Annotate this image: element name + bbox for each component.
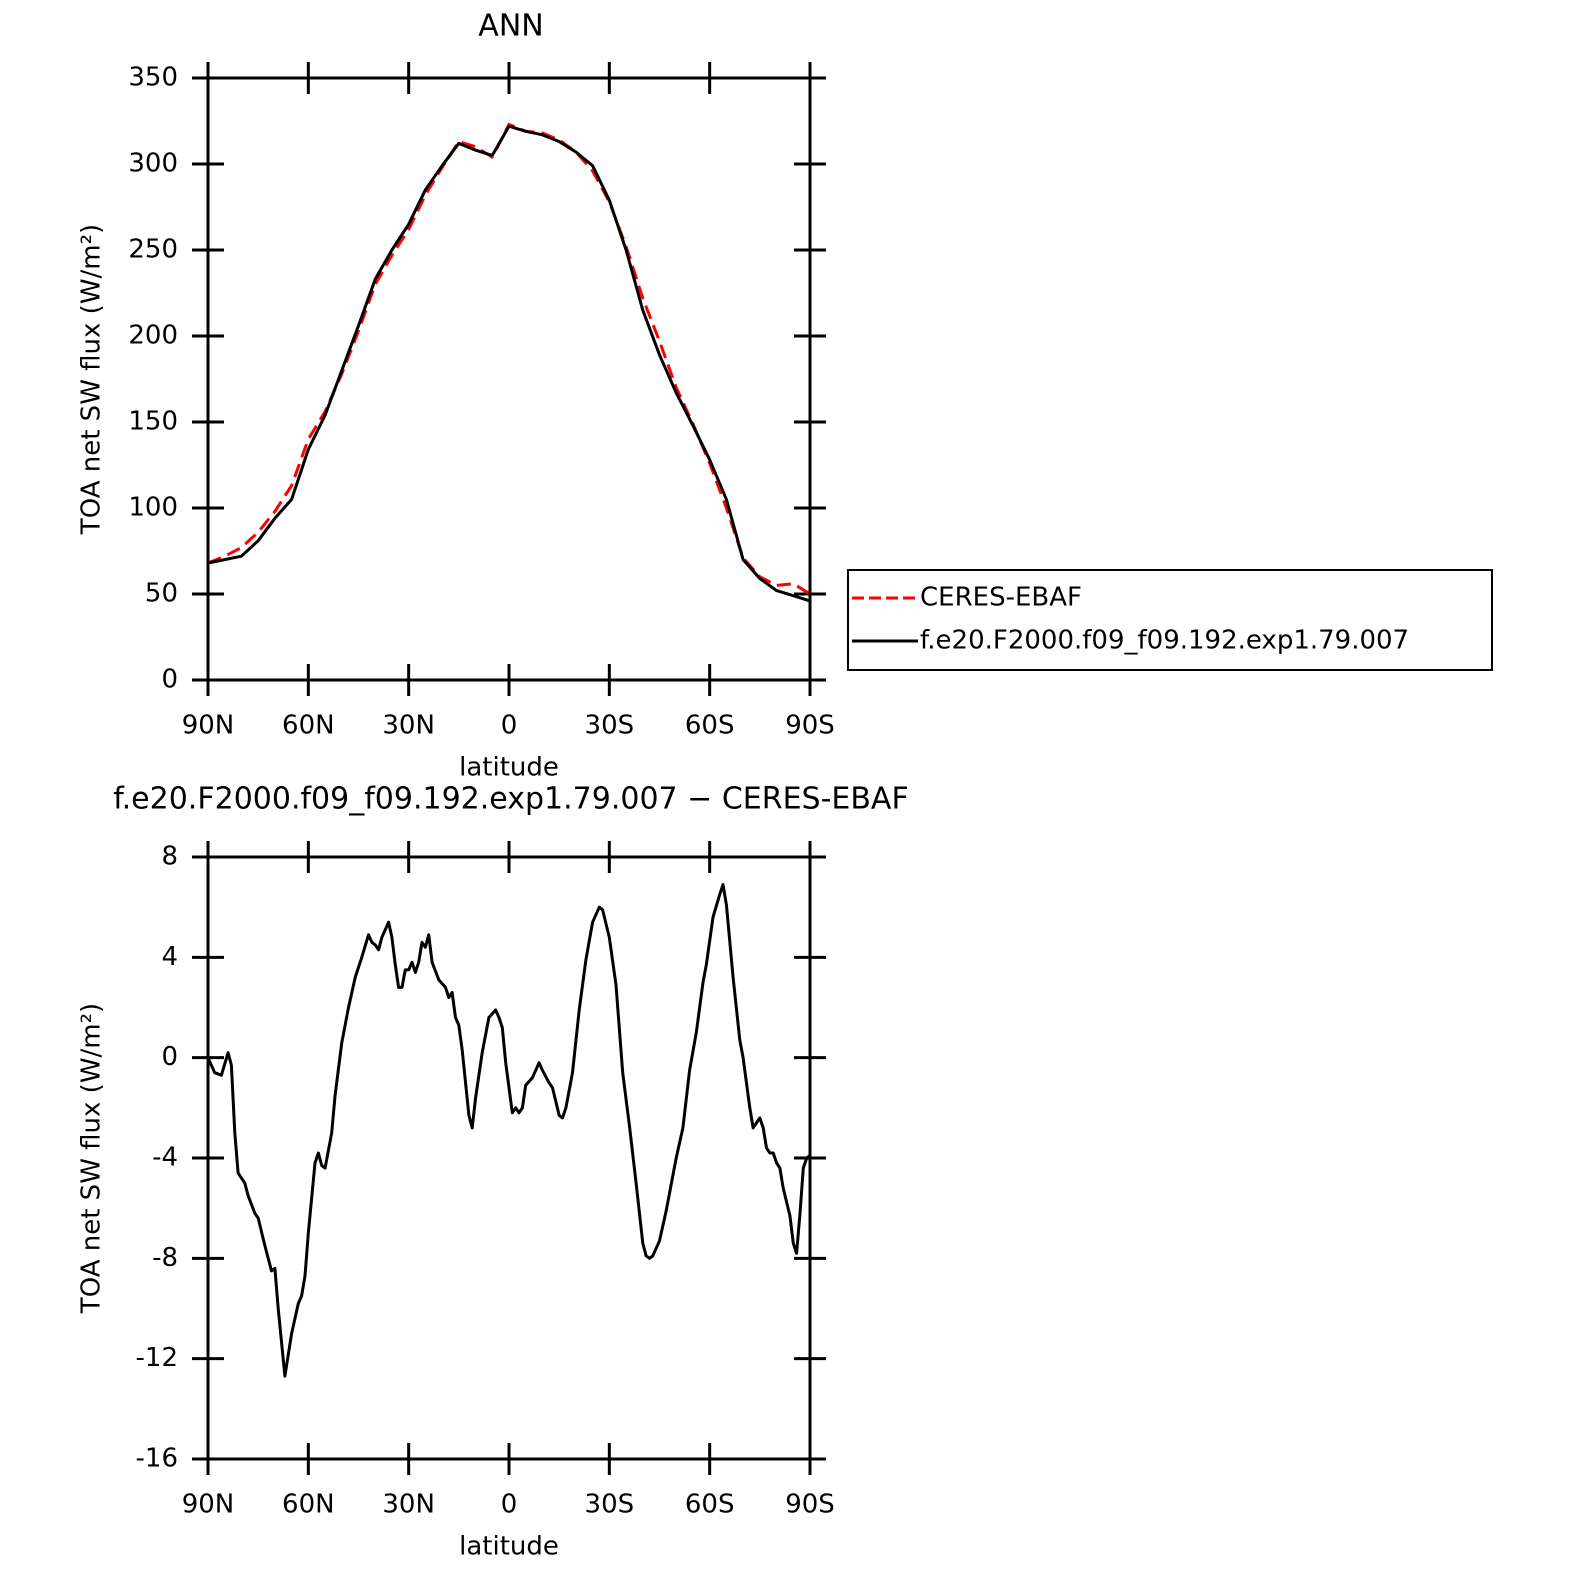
y-tick-label: -8 — [152, 1243, 178, 1273]
x-tick-label: 90S — [785, 711, 835, 741]
x-tick-label: 30S — [585, 711, 635, 741]
x-tick-label: 60S — [685, 1490, 735, 1520]
data-line — [207, 124, 811, 603]
y-tick-label: 4 — [161, 942, 178, 972]
y-axis-label: TOA net SW flux (W/m²) — [77, 224, 107, 535]
plot-frame — [206, 76, 812, 682]
plot-frame — [206, 855, 812, 1461]
x-axis-label: latitude — [459, 1532, 559, 1562]
x-tick-label: 30N — [382, 1490, 435, 1520]
y-tick-label: -16 — [136, 1444, 178, 1474]
y-tick-label: 0 — [161, 1042, 178, 1072]
x-axis-label: latitude — [459, 753, 559, 783]
y-tick-label: 350 — [128, 63, 178, 93]
x-tick-label: 90N — [182, 1490, 235, 1520]
data-line — [206, 883, 811, 1378]
legend-box — [847, 569, 1493, 671]
x-tick-label: 90S — [785, 1490, 835, 1520]
y-tick-label: -12 — [136, 1343, 178, 1373]
y-tick-label: 250 — [128, 235, 178, 265]
x-tick-label: 60N — [282, 1490, 335, 1520]
y-tick-label: 150 — [128, 407, 178, 437]
data-line — [207, 122, 811, 596]
x-tick-label: 30N — [382, 711, 435, 741]
x-tick-label: 60S — [685, 711, 735, 741]
y-tick-label: 100 — [128, 493, 178, 523]
x-tick-label: 30S — [585, 1490, 635, 1520]
x-tick-label: 90N — [182, 711, 235, 741]
legend-label: f.e20.F2000.f09_f09.192.exp1.79.007 — [920, 626, 1409, 656]
y-tick-label: 50 — [145, 579, 178, 609]
y-axis-label: TOA net SW flux (W/m²) — [77, 1003, 107, 1314]
y-tick-label: 8 — [161, 842, 178, 872]
y-tick-label: 300 — [128, 149, 178, 179]
x-tick-label: 60N — [282, 711, 335, 741]
chart-title: f.e20.F2000.f09_f09.192.exp1.79.007 − CE… — [113, 782, 908, 817]
y-tick-label: 200 — [128, 321, 178, 351]
x-tick-label: 0 — [501, 711, 518, 741]
chart-title: ANN — [478, 9, 543, 44]
y-tick-label: -4 — [152, 1143, 178, 1173]
y-tick-label: 0 — [161, 665, 178, 695]
x-tick-label: 0 — [501, 1490, 518, 1520]
legend-label: CERES-EBAF — [920, 583, 1082, 613]
